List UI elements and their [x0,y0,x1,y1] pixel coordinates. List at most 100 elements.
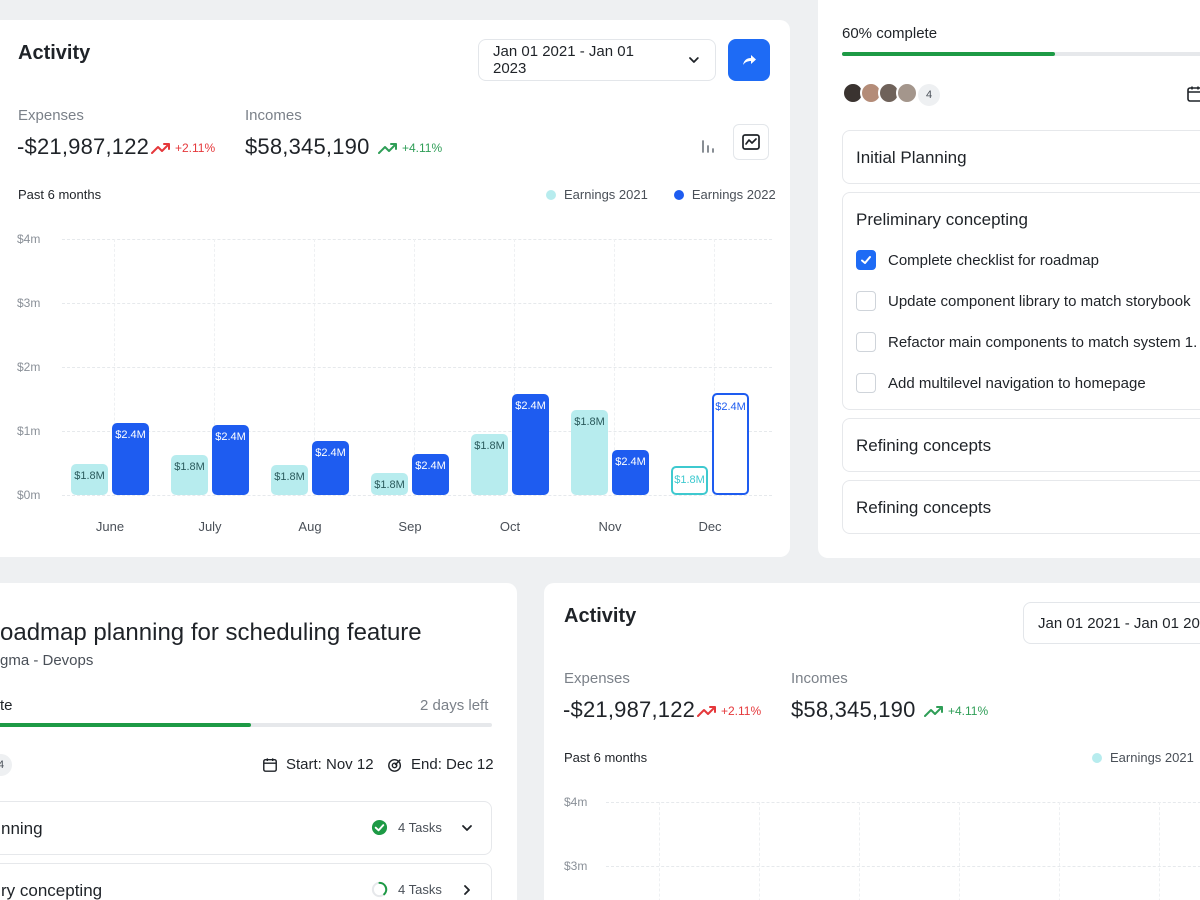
bar-value-label: $1.8M [574,415,605,428]
bar-value-label: $2.4M [415,460,446,473]
y-tick-label: $3m [564,859,588,873]
checkbox[interactable] [856,332,876,352]
checklist-item-label: Complete checklist for roadmap [888,251,1099,269]
calendar-icon [1187,86,1200,102]
roadmap-title: oadmap planning for scheduling feature [0,619,422,646]
gridline [62,431,772,432]
checklist-item[interactable]: Complete checklist for roadmap [856,250,1099,270]
roadmap-card: oadmap planning for scheduling feature g… [0,583,517,900]
gridline [1059,802,1060,900]
section-refining-concepts[interactable]: Refining concepts [842,418,1200,472]
x-tick-label: July [198,519,222,534]
section-title: ry concepting [1,881,103,900]
bar-2021[interactable]: $1.8M [571,409,608,495]
expenses-value: -$21,987,122 [563,697,696,722]
expenses-value: -$21,987,122 [17,134,150,159]
bar-2022[interactable]: $2.4M [312,441,349,495]
incomes-trend-value: +4.11% [402,141,443,155]
share-button[interactable] [728,39,770,81]
gridline [314,239,315,495]
avatar [896,82,918,104]
activity-title: Activity [18,42,91,64]
bar-2022[interactable]: $2.4M [212,425,249,495]
bar-value-label: $2.4M [115,429,146,442]
incomes-trend: +4.11% [378,141,442,155]
checkbox-checked[interactable] [856,250,876,270]
section-planning[interactable]: nning 4 Tasks [0,801,492,855]
member-count-badge: 4 [918,84,940,106]
line-chart-icon [742,134,760,150]
bar-2021[interactable]: $1.8M [71,464,108,495]
task-count: 4 Tasks [371,819,474,836]
incomes-label: Incomes [791,670,848,687]
gridline [606,866,1200,867]
legend-label-2022: Earnings 2022 [691,187,776,202]
line-chart-toggle[interactable] [733,124,769,160]
bar-2022[interactable]: $2.4M [612,449,649,495]
bar-2022[interactable]: $2.4M [712,392,749,495]
checklist-item[interactable]: Add multilevel navigation to homepage [856,373,1146,393]
progress-fill [0,723,252,727]
bar-value-label: $1.8M [474,440,505,453]
checklist-item-label: Refactor main components to match system… [888,333,1198,351]
trend-up-icon [697,706,716,717]
progress-label: 60% complete [842,25,938,42]
bar-2022[interactable]: $2.4M [512,393,549,495]
activity-card: Activity Jan 01 2021 - Jan 01 2023 Expen… [0,20,790,557]
bar-chart-toggle[interactable] [695,132,723,160]
section-title[interactable]: Preliminary concepting [856,210,1028,229]
start-date: Start: Nov 12 [262,756,374,773]
trend-up-icon [151,143,170,154]
incomes-value: $58,345,190 [245,134,370,159]
bar-value-label: $2.4M [215,431,246,444]
section-refining-concepts[interactable]: Refining concepts [842,480,1200,534]
date-range-select[interactable]: Jan 01 2021 - Jan 01 20 [1023,602,1200,644]
bar-2021[interactable]: $1.8M [271,464,308,495]
member-count-badge: 4 [0,754,12,776]
trend-up-icon [924,706,943,717]
gridline [62,239,772,240]
bar-value-label: $2.4M [315,447,346,460]
roadmap-subtitle: gma - Devops [0,652,94,669]
x-tick-label: Oct [499,519,521,534]
bar-2021[interactable]: $1.8M [171,455,208,495]
bar-2022[interactable]: $2.4M [112,423,149,495]
trend-up-icon [378,143,397,154]
progress-ring-icon [371,881,388,898]
chevron-right-icon[interactable] [460,883,474,897]
section-title: Refining concepts [856,436,992,455]
date-range-select[interactable]: Jan 01 2021 - Jan 01 2023 [478,39,716,81]
x-tick-label: Aug [298,519,322,534]
y-tick-label: $1m [17,424,41,438]
x-tick-label: June [95,519,125,534]
task-count-label: 4 Tasks [398,820,442,835]
checklist-item[interactable]: Refactor main components to match system… [856,332,1197,352]
gridline [114,239,115,495]
section-preliminary-concepting[interactable]: ry concepting 4 Tasks [0,863,492,900]
share-icon [743,55,756,65]
progress-fill [842,52,1055,56]
checkbox[interactable] [856,373,876,393]
gridline [1159,802,1160,900]
chevron-down-icon[interactable] [460,821,474,835]
checkbox[interactable] [856,291,876,311]
bar-2021[interactable]: $1.8M [471,434,508,495]
legend-swatch-2021 [546,189,556,200]
expenses-trend: +2.11% [151,141,215,155]
incomes-trend-value: +4.11% [948,704,989,718]
progress-bar [842,52,1200,56]
checklist-card: 60% complete 4 Initial Planning Prelimin… [818,0,1200,558]
end-date-label: End: Dec 12 [411,756,494,773]
section-initial-planning[interactable]: Initial Planning [842,130,1200,184]
bar-value-label: $2.4M [715,400,746,413]
bar-2022[interactable]: $2.4M [412,454,449,495]
incomes-trend: +4.11% [924,704,988,718]
gridline [62,367,772,368]
bar-2021[interactable]: $1.8M [671,466,708,495]
task-count: 4 Tasks [371,881,474,898]
checklist-item[interactable]: Update component library to match storyb… [856,291,1191,311]
expenses-label: Expenses [564,670,630,687]
bar-2021[interactable]: $1.8M [371,472,408,495]
chevron-down-icon [689,57,699,63]
gridline [714,239,715,495]
